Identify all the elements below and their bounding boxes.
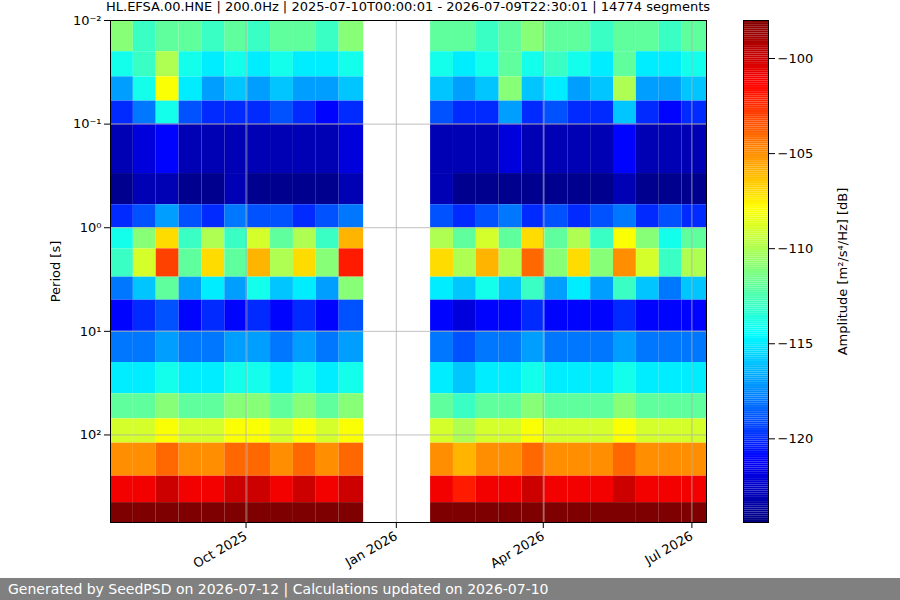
svg-text:−115: −115 <box>778 336 814 351</box>
html-text:Generated by SeedPSD on 2026-0: Generated by SeedPSD on 2026-07-12 | Cal… <box>8 581 549 597</box>
svg-text:10¹: 10¹ <box>80 323 102 338</box>
svg-text:10⁰: 10⁰ <box>80 220 102 235</box>
svg-text:10²: 10² <box>80 427 102 442</box>
svg-text:Apr 2026: Apr 2026 <box>488 528 547 571</box>
svg-text:−110: −110 <box>778 241 814 256</box>
svg-text:−120: −120 <box>778 431 814 446</box>
svg-text:Oct 2025: Oct 2025 <box>190 528 249 571</box>
svg-text:−105: −105 <box>778 146 814 161</box>
svg-text:10⁻¹: 10⁻¹ <box>73 116 102 131</box>
svg-text:−100: −100 <box>778 51 814 66</box>
svg-text:Jan 2026: Jan 2026 <box>342 528 400 570</box>
svg-text:Jul 2026: Jul 2026 <box>641 528 695 568</box>
svg-text:Amplitude [m²/s⁴/Hz] [dB]: Amplitude [m²/s⁴/Hz] [dB] <box>835 188 850 356</box>
svg-text:10⁻²: 10⁻² <box>73 14 102 28</box>
svg-text:Period [s]: Period [s] <box>48 241 63 303</box>
html-text:HL.EFSA.00.HNE | 200.0Hz | 202: HL.EFSA.00.HNE | 200.0Hz | 2025-07-10T00… <box>106 0 710 14</box>
